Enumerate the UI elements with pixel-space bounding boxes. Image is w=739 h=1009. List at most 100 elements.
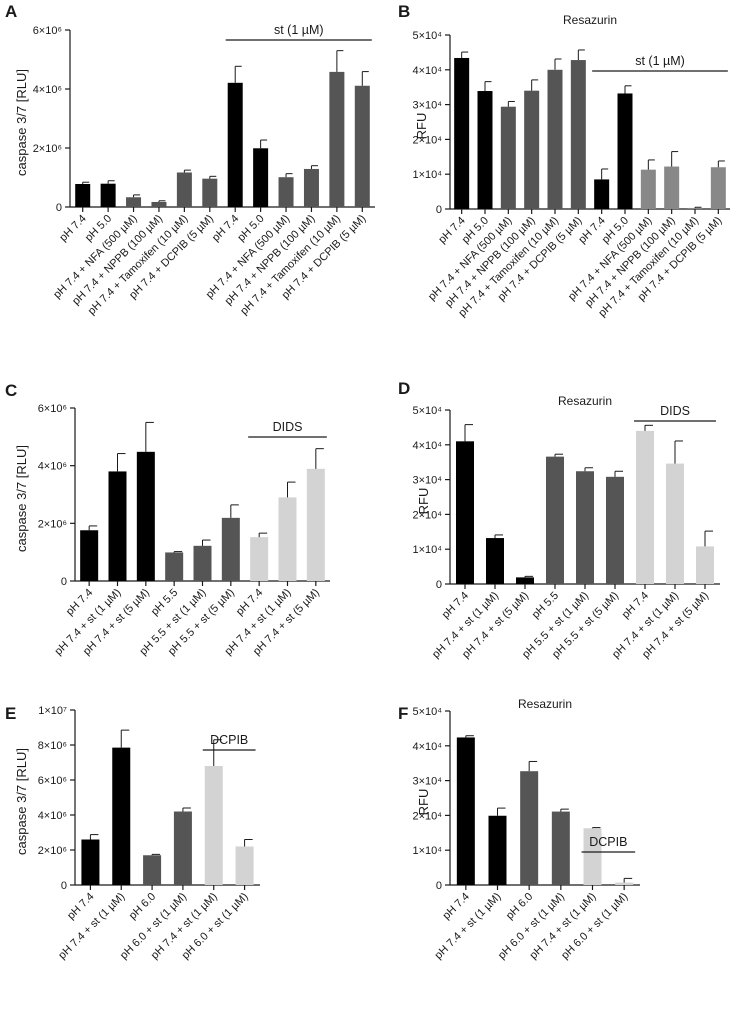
- y-tick-label: 2×10⁶: [38, 845, 67, 857]
- bar-5: [576, 471, 594, 584]
- y-tick-label: 6×10⁶: [38, 403, 67, 415]
- bar-3: [126, 197, 142, 207]
- bar-8: [278, 497, 297, 581]
- y-tick-label: 0: [436, 579, 442, 591]
- chart-title: Resazurin: [563, 13, 617, 27]
- bar-2: [486, 538, 504, 584]
- category-label: pH 7.4: [57, 213, 88, 244]
- y-tick-label: 2×10⁴: [412, 134, 442, 146]
- bar-7: [636, 430, 654, 584]
- y-tick-label: 5×10⁴: [412, 405, 442, 417]
- y-tick-label: 1×10⁴: [412, 169, 442, 181]
- panel-letter-c: C: [5, 381, 17, 400]
- chart-title: Resazurin: [518, 697, 572, 711]
- panel-letter-b: B: [398, 2, 410, 21]
- y-tick-label: 0: [56, 202, 62, 214]
- panel-letter-f: F: [398, 704, 408, 723]
- bar-2: [477, 91, 493, 209]
- bar-1: [456, 441, 474, 584]
- group-bracket-label: DCPIB: [589, 835, 627, 849]
- bar-9: [278, 177, 294, 207]
- bar-2: [108, 471, 127, 581]
- group-bracket-label: DIDS: [660, 404, 690, 418]
- bar-9: [696, 546, 714, 584]
- bar-7: [594, 179, 610, 209]
- chart-panel-f: F ResazurinRFU01×10⁴2×10⁴3×10⁴4×10⁴5×10⁴p…: [398, 697, 640, 962]
- bar-1: [80, 530, 99, 581]
- y-tick-label: 1×10⁷: [38, 705, 67, 717]
- group-bracket-label: DCPIB: [210, 733, 248, 747]
- group-bracket-label: DIDS: [273, 420, 303, 434]
- bar-11: [687, 207, 703, 209]
- y-tick-label: 2×10⁴: [412, 810, 442, 822]
- bar-3: [143, 855, 162, 885]
- bar-6: [615, 882, 634, 885]
- y-tick-label: 4×10⁴: [412, 741, 442, 753]
- group-bracket-label: st (1 µM): [635, 54, 685, 68]
- bar-8: [253, 148, 269, 207]
- y-axis-title: RFU: [416, 488, 431, 515]
- bar-5: [204, 766, 223, 885]
- y-tick-label: 3×10⁴: [412, 776, 442, 788]
- bar-6: [606, 476, 624, 584]
- chart-panel-d: DResazurinRFU01×10⁴2×10⁴3×10⁴4×10⁴5×10⁴p…: [398, 379, 720, 661]
- bar-3: [500, 106, 516, 209]
- y-tick-label: 5×10⁴: [412, 706, 442, 718]
- bar-1: [454, 57, 470, 209]
- y-tick-label: 2×10⁶: [38, 518, 67, 530]
- y-tick-label: 0: [61, 880, 67, 892]
- y-axis-title: caspase 3/7 [RLU]: [14, 445, 29, 552]
- bar-2: [488, 815, 507, 885]
- y-tick-label: 4×10⁴: [412, 65, 442, 77]
- bar-4: [151, 201, 167, 207]
- bar-1: [81, 839, 100, 885]
- y-tick-label: 2×10⁶: [33, 143, 62, 155]
- y-tick-label: 4×10⁶: [33, 84, 62, 96]
- y-tick-label: 0: [436, 880, 442, 892]
- panel-letter-d: D: [398, 379, 410, 398]
- chart-title: Resazurin: [558, 394, 612, 408]
- y-axis-title: RFU: [416, 789, 431, 816]
- bar-10: [303, 168, 319, 207]
- bar-7: [250, 537, 269, 581]
- y-tick-label: 4×10⁶: [38, 810, 67, 822]
- panel-letter-e: E: [5, 704, 16, 723]
- chart-panel-b: B ResazurinRFU01×10⁴2×10⁴3×10⁴4×10⁴5×10⁴p…: [398, 2, 730, 319]
- y-tick-label: 6×10⁶: [33, 25, 62, 37]
- y-tick-label: 4×10⁶: [38, 461, 67, 473]
- bar-4: [524, 90, 540, 209]
- y-tick-label: 1×10⁴: [412, 544, 442, 556]
- bar-6: [202, 178, 218, 207]
- group-bracket-label: st (1 µM): [274, 23, 324, 37]
- category-label: pH 7.4: [210, 213, 241, 244]
- bar-11: [329, 71, 345, 207]
- bar-2: [112, 747, 131, 885]
- bar-8: [666, 463, 684, 584]
- bar-9: [640, 169, 656, 209]
- bar-10: [664, 166, 680, 209]
- y-tick-label: 6×10⁶: [38, 775, 67, 787]
- bar-3: [520, 771, 539, 885]
- bar-3: [136, 451, 155, 581]
- bar-5: [176, 172, 192, 207]
- bar-6: [221, 517, 240, 581]
- y-tick-label: 1×10⁴: [412, 845, 442, 857]
- panel-letter-a: A: [5, 2, 17, 21]
- y-tick-label: 0: [61, 576, 67, 588]
- bar-3: [516, 577, 534, 584]
- y-tick-label: 8×10⁶: [38, 740, 67, 752]
- bar-5: [547, 69, 563, 209]
- y-axis-title: RFU: [414, 113, 429, 140]
- y-axis-title: caspase 3/7 [RLU]: [14, 748, 29, 855]
- bar-4: [173, 811, 192, 885]
- y-tick-label: 3×10⁴: [412, 475, 442, 487]
- bar-4: [165, 552, 184, 581]
- bar-4: [551, 811, 570, 885]
- y-tick-label: 4×10⁴: [412, 440, 442, 452]
- bar-1: [456, 737, 475, 885]
- y-tick-label: 3×10⁴: [412, 100, 442, 112]
- bar-12: [710, 167, 726, 209]
